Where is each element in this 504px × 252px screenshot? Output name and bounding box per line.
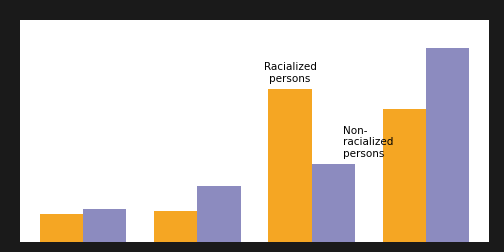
Bar [198, 186, 241, 242]
Bar [268, 89, 311, 242]
Bar [83, 209, 127, 242]
Text: Racialized
persons: Racialized persons [264, 62, 317, 84]
Bar [154, 211, 198, 242]
Bar [426, 48, 469, 242]
Bar [40, 214, 83, 242]
Bar [311, 164, 355, 242]
Text: Non-
racialized
persons: Non- racialized persons [343, 125, 393, 159]
Bar [383, 109, 426, 242]
